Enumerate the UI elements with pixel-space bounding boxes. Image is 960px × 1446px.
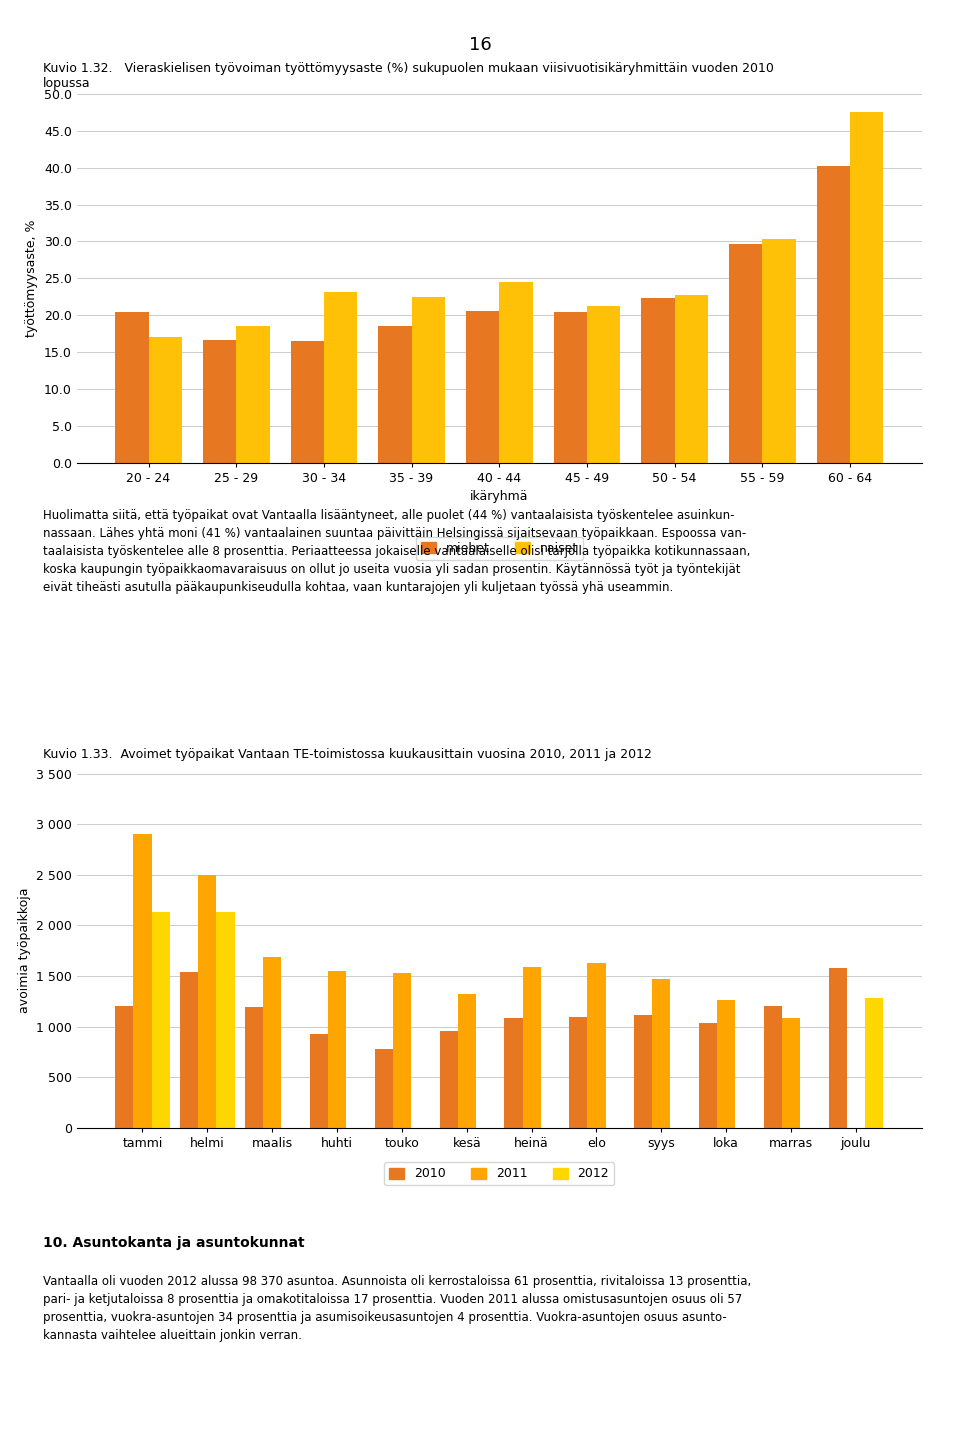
Bar xyxy=(152,912,170,1128)
Text: Huolimatta siitä, että työpaikat ovat Vantaalla lisääntyneet, alle puolet (44 %): Huolimatta siitä, että työpaikat ovat Va… xyxy=(43,509,751,594)
Y-axis label: työttömyysaste, %: työttömyysaste, % xyxy=(25,220,38,337)
Bar xyxy=(378,327,412,463)
Bar xyxy=(236,327,270,463)
Bar xyxy=(180,972,198,1128)
Bar xyxy=(245,1008,263,1128)
Bar xyxy=(504,1018,522,1128)
Text: Kuvio 1.32.   Vieraskielisen työvoiman työttömyysaste (%) sukupuolen mukaan viis: Kuvio 1.32. Vieraskielisen työvoiman työ… xyxy=(43,62,774,90)
Bar xyxy=(865,998,883,1128)
Bar xyxy=(587,307,620,463)
Bar xyxy=(569,1017,588,1128)
Bar xyxy=(115,311,149,463)
Bar xyxy=(828,967,847,1128)
Legend: miehet, naiset: miehet, naiset xyxy=(416,536,583,560)
Text: 10. Asuntokanta ja asuntokunnat: 10. Asuntokanta ja asuntokunnat xyxy=(43,1236,305,1251)
Bar xyxy=(440,1031,458,1128)
Legend: 2010, 2011, 2012: 2010, 2011, 2012 xyxy=(384,1163,614,1186)
X-axis label: ikäryhmä: ikäryhmä xyxy=(470,490,528,503)
Text: 16: 16 xyxy=(468,36,492,54)
Bar xyxy=(203,340,236,463)
Bar xyxy=(149,337,181,463)
Bar xyxy=(817,166,850,463)
Bar xyxy=(699,1024,717,1128)
Bar xyxy=(324,292,357,463)
Bar xyxy=(729,244,762,463)
Bar xyxy=(466,311,499,463)
Bar xyxy=(635,1015,652,1128)
Bar xyxy=(782,1018,801,1128)
Bar xyxy=(675,295,708,463)
Text: Vantaalla oli vuoden 2012 alussa 98 370 asuntoa. Asunnoista oli kerrostaloissa 6: Vantaalla oli vuoden 2012 alussa 98 370 … xyxy=(43,1275,752,1342)
Bar xyxy=(554,311,587,463)
Text: Kuvio 1.33.  Avoimet työpaikat Vantaan TE-toimistossa kuukausittain vuosina 2010: Kuvio 1.33. Avoimet työpaikat Vantaan TE… xyxy=(43,748,652,761)
Bar xyxy=(310,1034,328,1128)
Bar xyxy=(263,957,281,1128)
Bar xyxy=(133,834,152,1128)
Bar xyxy=(115,1006,133,1128)
Bar xyxy=(458,995,476,1128)
Bar xyxy=(393,973,411,1128)
Bar xyxy=(717,1001,735,1128)
Bar xyxy=(499,282,533,463)
Bar xyxy=(291,341,324,463)
Bar xyxy=(652,979,670,1128)
Bar xyxy=(328,972,347,1128)
Bar xyxy=(198,875,216,1128)
Bar xyxy=(412,296,444,463)
Bar xyxy=(762,239,796,463)
Y-axis label: avoimia työpaikkoja: avoimia työpaikkoja xyxy=(17,888,31,1014)
Bar xyxy=(522,967,540,1128)
Bar xyxy=(764,1006,782,1128)
Bar xyxy=(641,298,675,463)
Bar xyxy=(588,963,606,1128)
Bar xyxy=(850,113,883,463)
Bar xyxy=(374,1048,393,1128)
Bar xyxy=(216,912,234,1128)
